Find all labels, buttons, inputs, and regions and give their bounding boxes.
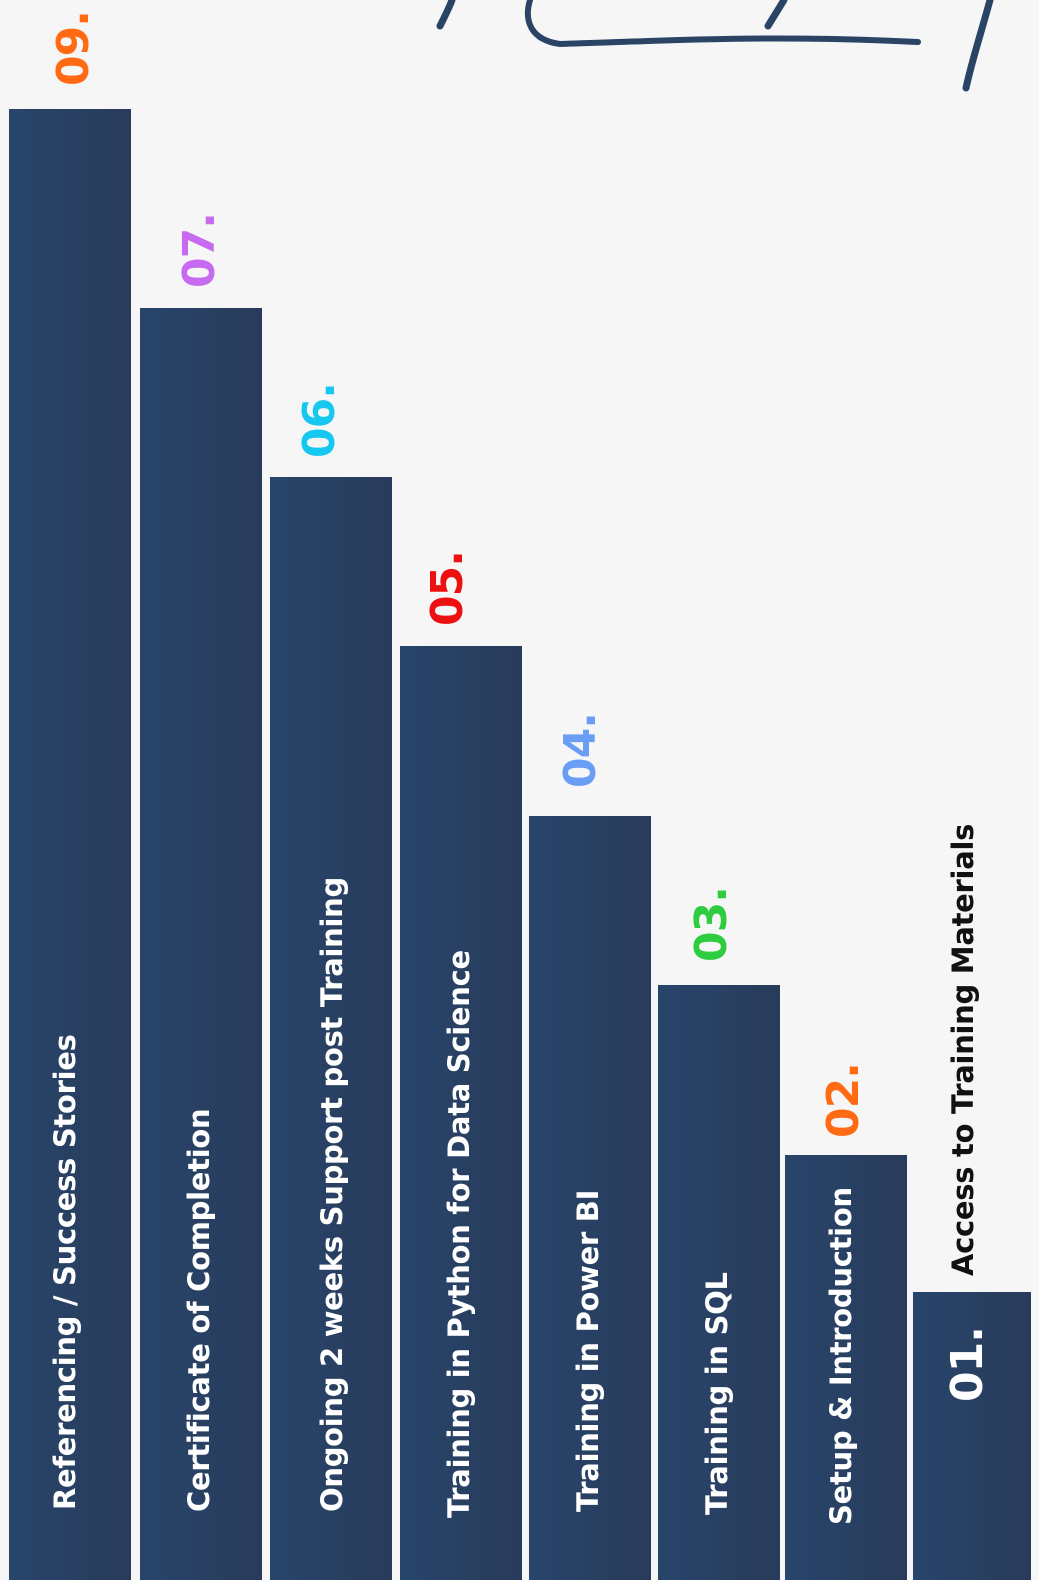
- step-07-number: 07.: [174, 213, 225, 288]
- step-05-bar: [400, 646, 522, 1580]
- step-06-bar: [270, 477, 392, 1580]
- step-09-label: Referencing / Success Stories: [48, 1034, 82, 1510]
- step-04-label: Training in Power BI: [571, 1189, 605, 1512]
- step-04-bar: [529, 816, 651, 1580]
- handwritten-scribble-icon: [436, 0, 994, 92]
- step-05-label: Training in Python for Data Science: [442, 950, 476, 1518]
- step-09-number: 09.: [48, 11, 99, 86]
- step-02-label: Setup & Introduction: [824, 1187, 858, 1525]
- step-03-bar: [658, 985, 780, 1580]
- step-01-number: 01.: [942, 1327, 993, 1402]
- step-03-label: Training in SQL: [700, 1272, 734, 1515]
- step-07-label: Certificate of Completion: [182, 1108, 216, 1512]
- step-01-bar: [913, 1292, 1031, 1580]
- step-06-label: Ongoing 2 weeks Support post Training: [315, 877, 349, 1512]
- step-05-number: 05.: [422, 551, 473, 626]
- step-02-bar: [785, 1155, 907, 1580]
- step-01-label: Access to Training Materials: [946, 823, 980, 1276]
- step-06-number: 06.: [294, 383, 345, 458]
- step-02-number: 02.: [818, 1063, 869, 1138]
- step-04-number: 04.: [555, 713, 606, 788]
- step-07-bar: [140, 308, 262, 1580]
- step-09-bar: [9, 109, 131, 1580]
- step-03-number: 03.: [686, 887, 737, 962]
